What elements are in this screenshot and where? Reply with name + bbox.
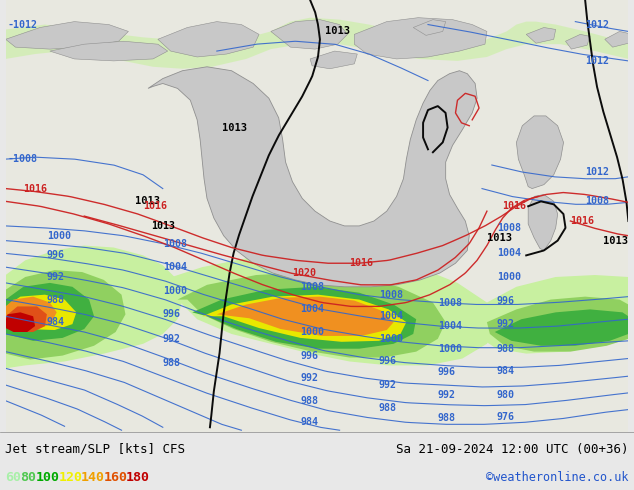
Text: 1020: 1020 [292,268,316,278]
Text: 1004: 1004 [438,321,462,331]
Polygon shape [354,18,487,59]
Text: 1016: 1016 [23,184,48,194]
Text: 984: 984 [47,317,65,327]
Polygon shape [516,116,564,189]
Text: 1013: 1013 [151,221,175,231]
Polygon shape [528,195,558,250]
Polygon shape [310,51,358,69]
Text: 1000: 1000 [438,343,462,354]
Text: 1008: 1008 [163,239,187,248]
Text: 992: 992 [301,373,318,383]
Text: Sa 21-09-2024 12:00 UTC (00+36): Sa 21-09-2024 12:00 UTC (00+36) [396,443,629,456]
Text: ©weatheronline.co.uk: ©weatheronline.co.uk [486,471,629,484]
Text: 1004: 1004 [301,304,325,315]
Text: 140: 140 [81,471,105,484]
Text: 180: 180 [126,471,150,484]
Text: 1016: 1016 [571,216,595,226]
Text: 1000: 1000 [47,231,71,241]
Polygon shape [50,41,168,61]
Text: 996: 996 [497,295,515,306]
Polygon shape [158,22,259,57]
Text: 984: 984 [301,417,318,427]
Text: 996: 996 [47,250,65,260]
Polygon shape [6,270,126,360]
Text: 1013: 1013 [222,122,247,133]
Text: 1013: 1013 [603,236,628,245]
Polygon shape [6,312,35,332]
Text: 80: 80 [20,471,37,484]
Text: 996: 996 [379,356,397,367]
Text: 1012: 1012 [585,56,609,66]
Text: 1012: 1012 [585,167,609,177]
Text: 1013: 1013 [325,26,350,36]
Text: 980: 980 [497,390,515,400]
Polygon shape [6,306,47,332]
Polygon shape [566,34,590,49]
Text: 1016: 1016 [501,201,526,211]
Polygon shape [487,296,628,352]
Text: 988: 988 [438,414,456,423]
Text: 1000: 1000 [497,272,521,282]
Text: 160: 160 [103,471,127,484]
Text: -1008: -1008 [8,154,37,164]
Text: 1012: 1012 [585,20,609,29]
Text: 992: 992 [497,319,515,329]
Text: 984: 984 [497,367,515,376]
Polygon shape [202,294,406,342]
Text: 1004: 1004 [163,262,187,272]
Text: 120: 120 [58,471,82,484]
Text: 100: 100 [36,471,60,484]
Text: 996: 996 [438,368,456,377]
Polygon shape [148,67,477,287]
Text: 1013: 1013 [487,233,512,243]
Text: 992: 992 [379,380,397,390]
Text: 996: 996 [301,350,318,361]
Text: 988: 988 [497,343,515,354]
Polygon shape [6,245,183,432]
Text: -1012: -1012 [8,20,37,29]
Text: Jet stream/SLP [kts] CFS: Jet stream/SLP [kts] CFS [5,443,185,456]
Polygon shape [178,272,446,358]
Polygon shape [6,18,628,98]
Text: 1004: 1004 [379,311,403,321]
Text: 1013: 1013 [135,196,160,206]
Text: 60: 60 [5,471,21,484]
Text: 988: 988 [379,403,397,413]
Text: 992: 992 [438,390,456,400]
Text: 1016: 1016 [143,201,167,211]
Text: 988: 988 [163,358,181,368]
Text: 1000: 1000 [163,286,187,296]
Polygon shape [526,27,555,43]
Text: 996: 996 [163,309,181,319]
Text: 988: 988 [301,396,318,406]
Text: 1008: 1008 [585,196,609,206]
Polygon shape [6,22,129,49]
Text: 976: 976 [497,413,515,422]
Text: 1000: 1000 [301,327,325,337]
Text: 1008: 1008 [301,282,325,292]
Text: 992: 992 [163,334,181,344]
Polygon shape [413,20,446,35]
Text: 1004: 1004 [497,248,521,258]
Polygon shape [192,287,416,349]
Text: 992: 992 [47,272,65,282]
Polygon shape [472,275,628,354]
Polygon shape [217,296,394,336]
Polygon shape [6,283,94,341]
Text: 1016: 1016 [349,258,373,268]
Polygon shape [271,20,347,49]
Text: 1008: 1008 [379,290,403,300]
Text: 988: 988 [47,294,65,305]
Polygon shape [605,31,628,47]
Text: 1000: 1000 [379,334,403,344]
Polygon shape [6,296,56,329]
Polygon shape [163,253,497,366]
Polygon shape [495,309,628,346]
Polygon shape [6,294,76,330]
Text: 1008: 1008 [497,223,521,233]
Text: 1008: 1008 [438,297,462,308]
